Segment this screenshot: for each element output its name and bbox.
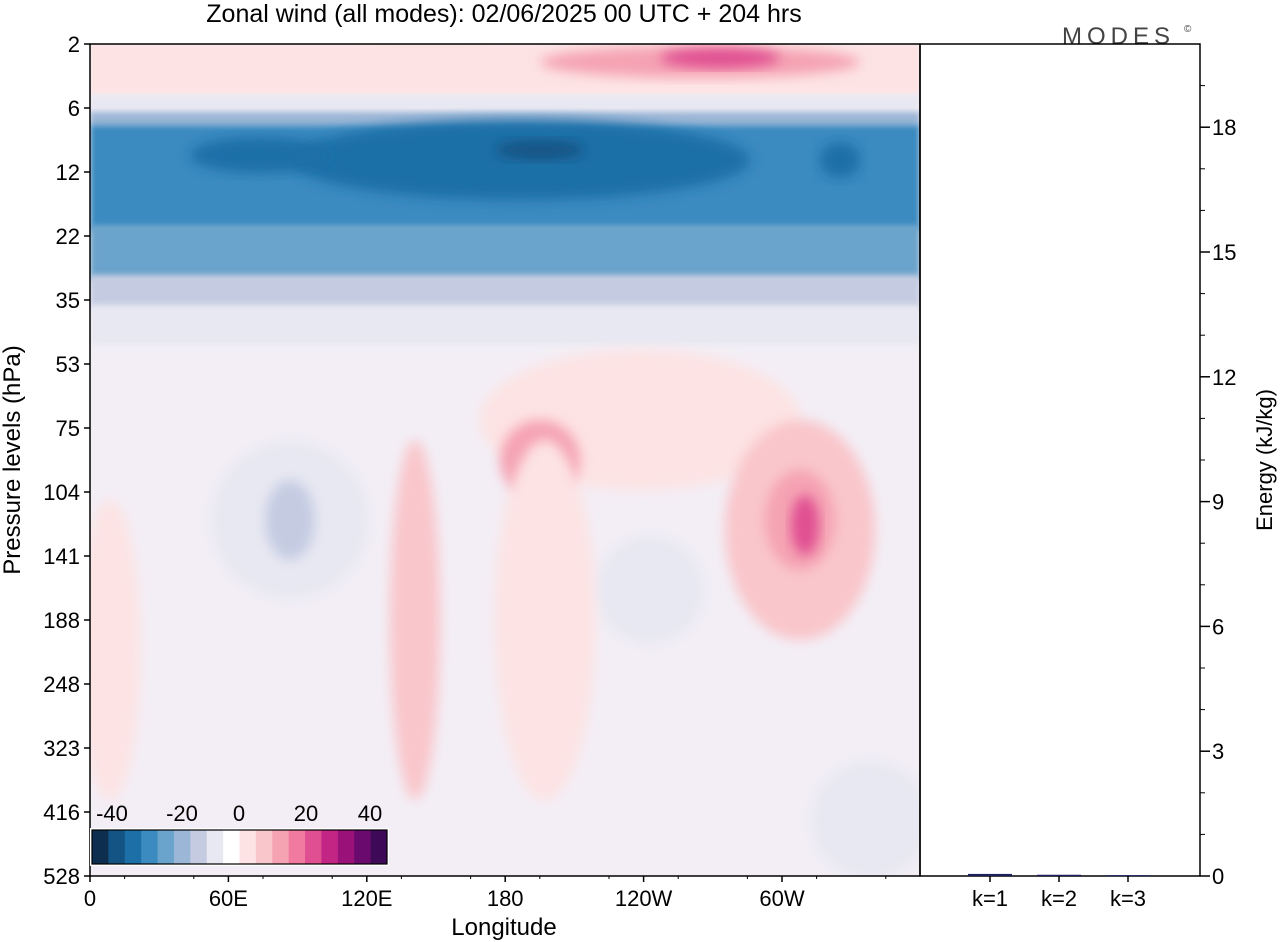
chart-title: Zonal wind (all modes): 02/06/2025 00 UT… <box>206 0 801 28</box>
heatmap-band-lower-jet <box>90 225 920 280</box>
longitude-tick-label: 120W <box>615 886 673 911</box>
heatmap-cell-blue-120w <box>595 535 705 645</box>
pressure-tick-label: 12 <box>56 160 80 185</box>
energy-axis: 0 3 6 9 12 15 18 <box>1200 85 1236 889</box>
colorbar-swatch <box>223 830 240 864</box>
x-axis-label: Longitude <box>451 914 556 941</box>
colorbar-label: -20 <box>166 801 198 826</box>
colorbar-swatch <box>92 830 109 864</box>
longitude-tick-label: 0 <box>84 886 96 911</box>
colorbar-swatch <box>239 830 257 864</box>
colorbar-swatch <box>370 830 388 864</box>
colorbar-swatch <box>354 830 372 864</box>
energy-bar <box>1106 875 1150 877</box>
colorbar-label: 0 <box>233 801 245 826</box>
longitude-tick-label: 180 <box>487 886 524 911</box>
energy-tick-label: 18 <box>1212 115 1236 140</box>
heatmap-cell-pink-column <box>390 440 440 800</box>
heatmap-cell-blue-surface <box>810 760 920 876</box>
energy-tick-label: 3 <box>1212 739 1224 764</box>
pressure-tick-label: 248 <box>43 672 80 697</box>
pressure-tick-label: 75 <box>56 416 80 441</box>
mode-tick-label: k=1 <box>972 886 1008 911</box>
heatmap-fields <box>90 44 920 876</box>
colorbar-swatch <box>255 830 273 864</box>
heatmap-band-fade2 <box>90 305 920 345</box>
colorbar-label: 40 <box>358 801 382 826</box>
colorbar: -40 -20 0 20 40 <box>90 801 389 866</box>
colorbar-swatch <box>108 830 126 864</box>
longitude-axis: 0 60E 120E 180 120W 60W <box>84 876 887 911</box>
heatmap-cell-pink-west <box>90 500 140 800</box>
heatmap-cell-pink-60w-max <box>791 495 819 555</box>
colorbar-frame <box>91 829 388 865</box>
pressure-tick-label: 35 <box>56 288 80 313</box>
pressure-tick-label: 141 <box>43 544 80 569</box>
energy-tick-label: 6 <box>1212 614 1224 639</box>
colorbar-swatch <box>124 830 142 864</box>
pressure-tick-label: 416 <box>43 800 80 825</box>
energy-bars <box>968 873 1150 877</box>
colorbar-swatch <box>206 830 224 864</box>
colorbar-swatch <box>337 830 355 864</box>
pressure-tick-label: 528 <box>43 864 80 889</box>
heatmap-cell-upper-left <box>340 46 520 74</box>
mode-axis: k=1 k=2 k=3 <box>972 876 1146 911</box>
colorbar-swatch <box>173 830 191 864</box>
colorbar-swatch <box>190 830 208 864</box>
energy-panel-frame <box>919 43 1201 877</box>
colorbar-label: -40 <box>96 801 128 826</box>
energy-axis-label: Energy (kJ/kg) <box>1252 389 1277 531</box>
longitude-tick-label: 120E <box>341 886 392 911</box>
colorbar-swatch <box>321 830 339 864</box>
longitude-tick-label: 60E <box>209 886 248 911</box>
mode-tick-label: k=3 <box>1110 886 1146 911</box>
colorbar-swatch <box>272 830 290 864</box>
pressure-tick-label: 104 <box>43 480 80 505</box>
y-axis-label: Pressure levels (hPa) <box>0 345 26 574</box>
colorbar-swatch <box>157 830 175 864</box>
heatmap-band-fade <box>90 275 920 310</box>
brand-mark: © <box>1184 24 1192 35</box>
energy-tick-label: 15 <box>1212 240 1236 265</box>
heatmap-cell-jet-core <box>290 120 750 200</box>
colorbar-swatch <box>288 830 306 864</box>
pressure-tick-label: 53 <box>56 352 80 377</box>
heatmap-band-transition <box>90 95 920 115</box>
heatmap-cell-pink-column2 <box>495 440 595 800</box>
heatmap-cell-upper-core <box>660 48 780 68</box>
longitude-tick-label: 60W <box>759 886 804 911</box>
pressure-tick-label: 6 <box>68 96 80 121</box>
heatmap-cell-jet-max <box>495 140 585 160</box>
colorbar-swatch <box>305 830 322 864</box>
heatmap-cell-jet-west <box>190 137 330 173</box>
colorbar-label: 20 <box>294 801 318 826</box>
mode-tick-label: k=2 <box>1041 886 1077 911</box>
heatmap-band-light-blue <box>90 112 920 128</box>
heatmap-cell-blue-60e-core <box>265 480 315 560</box>
energy-bar <box>968 873 1012 876</box>
energy-tick-label: 0 <box>1212 864 1224 889</box>
pressure-tick-label: 22 <box>56 224 80 249</box>
colorbar-swatch <box>141 830 159 864</box>
heatmap-cell-jet-east <box>820 142 860 178</box>
pressure-tick-label: 323 <box>43 736 80 761</box>
pressure-tick-label: 188 <box>43 608 80 633</box>
energy-tick-label: 9 <box>1212 490 1224 515</box>
energy-bar <box>1037 874 1081 876</box>
heatmap-plot <box>90 44 920 876</box>
pressure-axis: 2 6 12 22 35 53 75 104 141 188 248 323 416 528 <box>43 32 90 889</box>
brand-logo: MODES <box>1062 23 1175 50</box>
energy-tick-label: 12 <box>1212 365 1236 390</box>
pressure-tick-label: 2 <box>68 32 80 57</box>
